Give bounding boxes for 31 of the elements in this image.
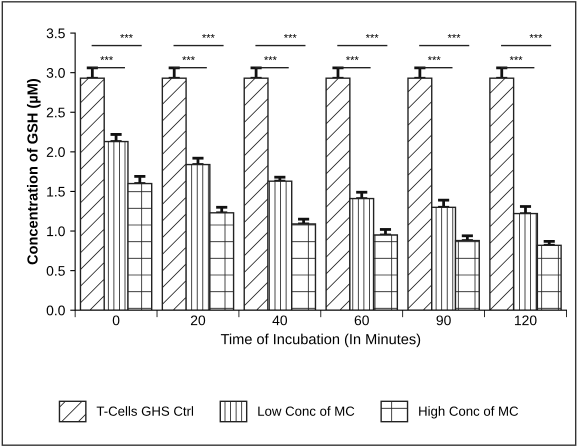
x-tick-label: 0	[112, 315, 120, 326]
annotation: ***	[120, 34, 133, 38]
x-tick-label: 20	[190, 315, 206, 326]
annotation: ***	[100, 56, 113, 60]
annotation: ***	[428, 56, 441, 60]
y-tick-label: 2.0	[46, 147, 65, 158]
legend-label: Low Conc of MC	[258, 406, 354, 416]
annotation: ***	[284, 34, 297, 38]
legend-label: T-Cells GHS Ctrl	[96, 406, 194, 416]
y-tick-label: 2.5	[46, 108, 65, 118]
x-tick-label: 120	[514, 315, 537, 326]
x-tick-label: 60	[354, 315, 369, 326]
annotation: ***	[510, 56, 522, 60]
annotation: ***	[346, 56, 359, 60]
x-axis-title: Time of Incubation (In Minutes)	[220, 334, 420, 348]
legend-label: High Conc of MC	[419, 406, 518, 418]
annotation: ***	[366, 34, 378, 38]
y-tick-label: 0.5	[46, 266, 65, 276]
annotation: ***	[448, 34, 460, 38]
x-tick-label: 90	[436, 315, 451, 326]
annotation: ***	[202, 34, 215, 38]
annotation: ***	[530, 34, 542, 38]
y-tick-label: 3.5	[46, 28, 65, 38]
y-axis-title: Concentration of GSH (µM)	[26, 79, 41, 264]
x-tick-label: 40	[272, 315, 288, 326]
y-tick-label: 0.0	[46, 306, 65, 316]
y-tick-label: 3.0	[46, 68, 65, 78]
y-tick-label: 1.0	[47, 226, 65, 236]
y-tick-label: 1.5	[47, 186, 65, 197]
annotation: ***	[182, 56, 195, 60]
annotation: ***	[264, 56, 277, 60]
